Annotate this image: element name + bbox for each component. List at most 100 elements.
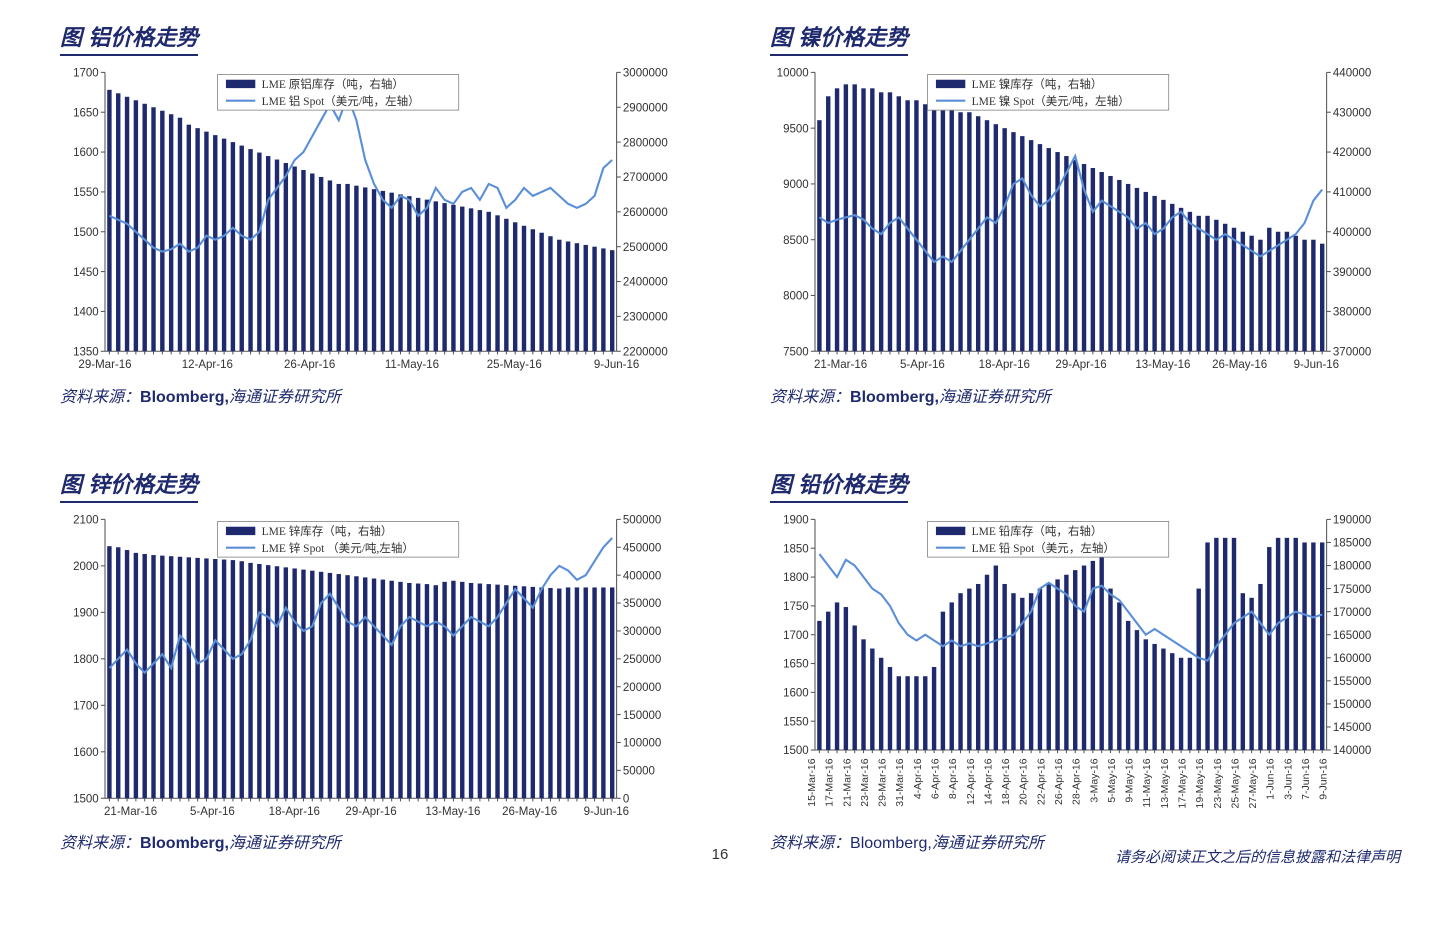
svg-text:2800000: 2800000 [623, 137, 668, 149]
svg-text:8-Apr-16: 8-Apr-16 [948, 758, 959, 799]
chart-zinc: 图 锌价格走势 15001600170018001900200021000500… [40, 467, 690, 854]
svg-text:29-Apr-16: 29-Apr-16 [1055, 359, 1106, 371]
svg-text:380000: 380000 [1333, 307, 1371, 319]
svg-text:1-Jun-16: 1-Jun-16 [1266, 758, 1277, 799]
svg-text:18-Apr-16: 18-Apr-16 [1001, 758, 1012, 805]
svg-text:5-May-16: 5-May-16 [1107, 758, 1118, 802]
disclaimer: 请务必阅读正文之后的信息披露和法律声明 [947, 846, 1400, 867]
svg-text:2400000: 2400000 [623, 277, 668, 289]
svg-text:14-Apr-16: 14-Apr-16 [983, 758, 994, 805]
svg-text:1600: 1600 [73, 746, 99, 758]
footer: 16 请务必阅读正文之后的信息披露和法律声明 [40, 846, 1400, 867]
svg-text:175000: 175000 [1333, 583, 1371, 595]
svg-text:100000: 100000 [623, 737, 661, 749]
svg-text:11-May-16: 11-May-16 [1142, 758, 1153, 807]
svg-nickel: 7500800085009000950010000370000380000390… [750, 64, 1400, 379]
svg-aluminum: 1350 1400 1450 1500 1550 1600 1650 1700 2200000 2… [40, 64, 690, 379]
svg-text:15-Mar-16: 15-Mar-16 [807, 758, 818, 806]
svg-text:50000: 50000 [623, 765, 655, 777]
svg-text:145000: 145000 [1333, 722, 1371, 734]
svg-text:440000: 440000 [1333, 68, 1371, 80]
svg-text:0: 0 [623, 793, 629, 805]
svg-text:21-Mar-16: 21-Mar-16 [104, 806, 157, 818]
svg-text:185000: 185000 [1333, 537, 1371, 549]
svg-text:200000: 200000 [623, 681, 661, 693]
title-lead: 图 铅价格走势 [770, 467, 908, 503]
svg-text:410000: 410000 [1333, 187, 1371, 199]
svg-text:29-Mar-16: 29-Mar-16 [78, 359, 131, 371]
chart-nickel: 图 镍价格走势 75008000850090009500100003700003… [750, 20, 1400, 407]
svg-text:1700: 1700 [73, 68, 99, 80]
svg-text:29-Apr-16: 29-Apr-16 [345, 806, 396, 818]
svg-text:26-Apr-16: 26-Apr-16 [284, 359, 335, 371]
title-aluminum: 图 铝价格走势 [60, 20, 198, 56]
svg-text:150000: 150000 [1333, 699, 1371, 711]
svg-text:13-May-16: 13-May-16 [1160, 758, 1171, 808]
svg-text:1900: 1900 [783, 514, 809, 526]
svg-text:13-May-16: 13-May-16 [425, 806, 480, 818]
svg-text:29-Mar-16: 29-Mar-16 [878, 758, 889, 806]
svg-text:2000: 2000 [73, 561, 99, 573]
svg-text:1650: 1650 [783, 658, 809, 670]
svg-text:4-Apr-16: 4-Apr-16 [913, 758, 924, 799]
svg-text:5-Apr-16: 5-Apr-16 [190, 806, 235, 818]
svg-text:7500: 7500 [783, 346, 809, 358]
svg-text:5-Apr-16: 5-Apr-16 [900, 359, 945, 371]
svg-text:9-Jun-16: 9-Jun-16 [594, 359, 639, 371]
svg-text:370000: 370000 [1333, 346, 1371, 358]
chart-aluminum: 图 铝价格走势 1350 1400 1450 1500 1550 1600 1650 1700… [40, 20, 690, 407]
svg-text:160000: 160000 [1333, 652, 1371, 664]
svg-text:400000: 400000 [1333, 227, 1371, 239]
svg-text:12-Apr-16: 12-Apr-16 [966, 758, 977, 805]
svg-text:1700: 1700 [73, 700, 99, 712]
svg-text:3000000: 3000000 [623, 68, 668, 80]
svg-text:450000: 450000 [623, 542, 661, 554]
chart-lead: 图 铅价格走势 15001550160016501700175018001850… [750, 467, 1400, 854]
svg-text:8000: 8000 [783, 291, 809, 303]
svg-text:LME 铅库存（吨，右轴）: LME 铅库存（吨，右轴） [972, 524, 1103, 538]
svg-text:500000: 500000 [623, 514, 661, 526]
svg-text:1600: 1600 [783, 687, 809, 699]
svg-text:1400: 1400 [73, 307, 99, 319]
svg-text:25-May-16: 25-May-16 [1230, 758, 1241, 808]
svg-text:13-May-16: 13-May-16 [1135, 359, 1190, 371]
svg-text:430000: 430000 [1333, 107, 1371, 119]
svg-text:11-May-16: 11-May-16 [385, 359, 439, 371]
svg-text:420000: 420000 [1333, 147, 1371, 159]
svg-text:19-May-16: 19-May-16 [1195, 758, 1206, 808]
svg-text:2200000: 2200000 [623, 346, 668, 358]
svg-text:3-May-16: 3-May-16 [1089, 758, 1100, 802]
svg-text:10000: 10000 [777, 68, 809, 80]
svg-text:165000: 165000 [1333, 629, 1371, 641]
svg-text:1650: 1650 [73, 107, 99, 119]
svg-text:LME 锌库存（吨，右轴）: LME 锌库存（吨，右轴） [262, 524, 393, 538]
svg-text:1700: 1700 [783, 629, 809, 641]
svg-text:1350: 1350 [73, 346, 99, 358]
page-number: 16 [493, 846, 946, 867]
svg-text:21-Mar-16: 21-Mar-16 [842, 758, 853, 806]
svg-text:2900000: 2900000 [623, 102, 668, 114]
svg-text:18-Apr-16: 18-Apr-16 [269, 806, 320, 818]
svg-text:9-Jun-16: 9-Jun-16 [1319, 758, 1330, 799]
svg-text:140000: 140000 [1333, 745, 1371, 757]
svg-text:LME 镍 Spot（美元/吨，左轴）: LME 镍 Spot（美元/吨，左轴） [972, 94, 1130, 108]
svg-text:1550: 1550 [783, 716, 809, 728]
svg-text:18-Apr-16: 18-Apr-16 [979, 359, 1030, 371]
svg-text:12-Apr-16: 12-Apr-16 [182, 359, 233, 371]
svg-text:2100: 2100 [73, 514, 99, 526]
svg-text:1750: 1750 [783, 601, 809, 613]
svg-text:1500: 1500 [73, 793, 99, 805]
svg-text:390000: 390000 [1333, 267, 1371, 279]
svg-text:1500: 1500 [73, 227, 99, 239]
svg-text:150000: 150000 [623, 709, 661, 721]
svg-text:1450: 1450 [73, 267, 99, 279]
svg-text:31-Mar-16: 31-Mar-16 [895, 758, 906, 806]
svg-text:20-Apr-16: 20-Apr-16 [1019, 758, 1030, 805]
svg-text:1600: 1600 [73, 147, 99, 159]
svg-text:300000: 300000 [623, 626, 661, 638]
svg-text:1550: 1550 [73, 187, 99, 199]
svg-text:23-May-16: 23-May-16 [1213, 758, 1224, 808]
svg-text:1800: 1800 [783, 572, 809, 584]
svg-text:7-Jun-16: 7-Jun-16 [1301, 758, 1312, 799]
svg-text:2600000: 2600000 [623, 207, 668, 219]
